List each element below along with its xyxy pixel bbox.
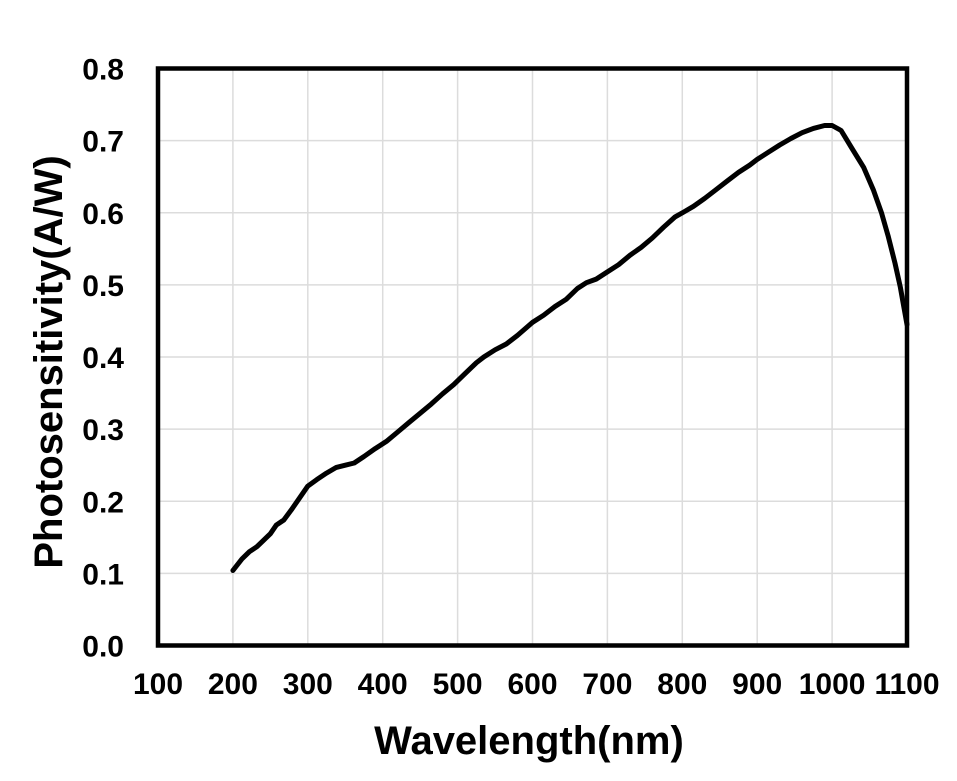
- y-axis-tick-labels: 0.0 0.1 0.2 0.3 0.4 0.5 0.6 0.7 0.8: [82, 54, 124, 664]
- x-axis-tick-labels: 100 200 300 400 500 600 700 800 900 1000 1100: [133, 668, 940, 701]
- y-tick-label: 0.2: [82, 486, 124, 519]
- y-axis-title: Photosensitivity(A/W): [27, 155, 71, 568]
- x-axis-title: Wavelength(nm): [374, 719, 684, 763]
- y-tick-label: 0.6: [82, 198, 124, 231]
- photosensitivity-curve: [230, 123, 910, 573]
- x-tick-label: 200: [208, 668, 258, 701]
- x-tick-label: 600: [507, 668, 557, 701]
- y-tick-label: 0.4: [82, 342, 124, 375]
- x-tick-label: 300: [283, 668, 333, 701]
- plot-border: [155, 66, 910, 648]
- y-tick-label: 0.5: [82, 270, 124, 303]
- x-tick-label: 1100: [874, 668, 939, 701]
- y-tick-label: 0.7: [82, 126, 124, 159]
- gridlines: [158, 68, 907, 646]
- x-tick-label: 100: [133, 668, 183, 701]
- x-tick-label: 400: [358, 668, 408, 701]
- x-tick-label: 1000: [799, 668, 866, 701]
- x-tick-label: 800: [657, 668, 707, 701]
- y-tick-label: 0.3: [82, 414, 124, 447]
- x-tick-label: 900: [732, 668, 782, 701]
- x-tick-label: 500: [433, 668, 483, 701]
- y-tick-label: 0.8: [82, 54, 124, 87]
- x-tick-label: 700: [582, 668, 632, 701]
- y-tick-label: 0.1: [82, 558, 124, 591]
- y-tick-label: 0.0: [82, 631, 124, 664]
